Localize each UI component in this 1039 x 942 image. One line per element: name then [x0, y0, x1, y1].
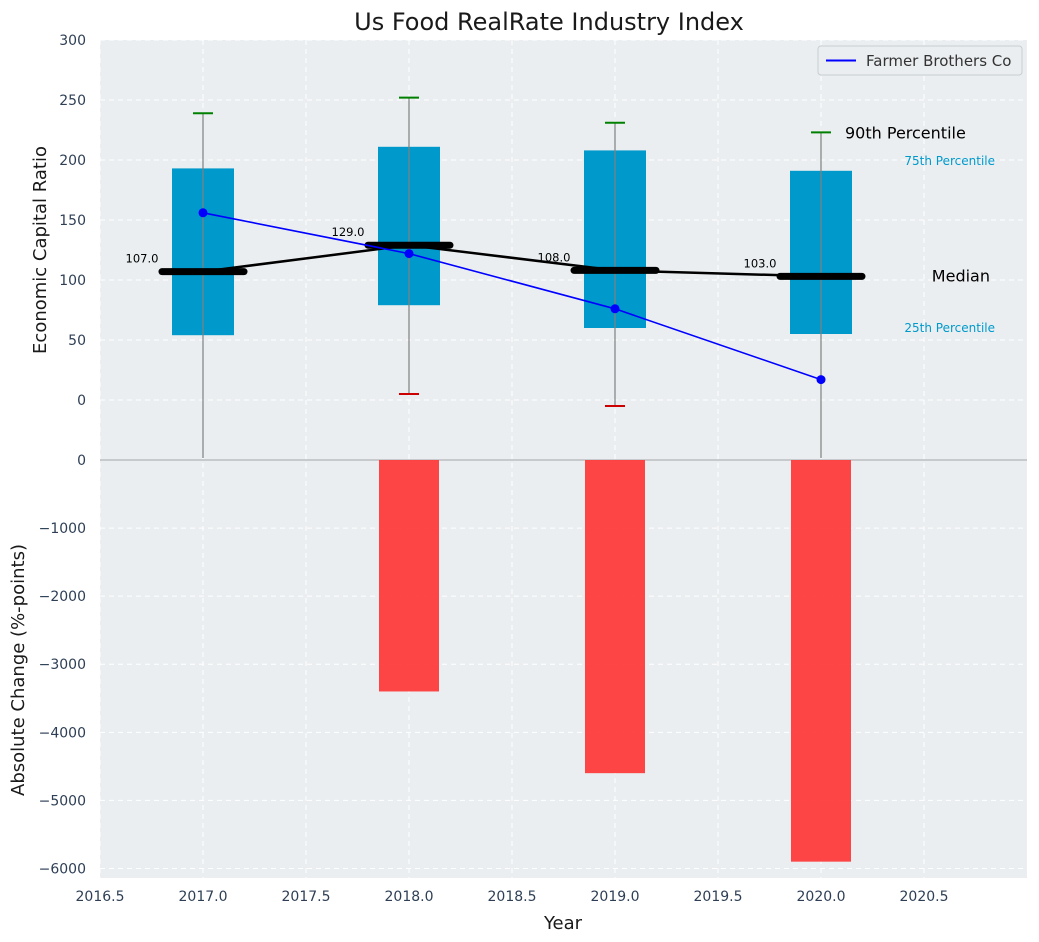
x-tick-label: 2020.0: [797, 889, 846, 905]
bottom-y-tick-label: −5000: [39, 793, 86, 809]
top-y-tick-label: 50: [68, 333, 86, 349]
change-bar: [379, 460, 439, 691]
bottom-y-tick-label: −2000: [39, 589, 86, 605]
top-y-tick-label: 200: [59, 153, 86, 169]
plot-background-bottom: [100, 460, 1027, 878]
chart-title: Us Food RealRate Industry Index: [354, 8, 744, 36]
median-value-label: 129.0: [332, 225, 365, 239]
bottom-y-axis-label: Absolute Change (%-points): [8, 544, 29, 796]
bottom-y-tick-label: −6000: [39, 861, 86, 877]
top-y-axis-label: Economic Capital Ratio: [30, 146, 51, 354]
bottom-y-tick-label: −4000: [39, 725, 86, 741]
top-y-tick-label: 150: [59, 213, 86, 229]
change-bar: [791, 460, 851, 862]
x-tick-label: 2018.0: [385, 889, 434, 905]
bottom-y-tick-label: −3000: [39, 657, 86, 673]
median-value-label: 108.0: [538, 250, 571, 264]
company-point: [817, 375, 826, 384]
bottom-y-tick-label: 0: [77, 453, 86, 469]
bottom-y-tick-label: −1000: [39, 521, 86, 537]
top-y-tick-label: 250: [59, 93, 86, 109]
x-tick-label: 2020.5: [900, 889, 949, 905]
x-tick-label: 2019.0: [591, 889, 640, 905]
company-point: [611, 304, 620, 313]
company-point: [405, 249, 414, 258]
x-tick-label: 2017.0: [179, 889, 228, 905]
x-axis-label: Year: [543, 913, 583, 934]
company-point: [199, 208, 208, 217]
top-y-tick-label: 100: [59, 273, 86, 289]
x-tick-label: 2016.5: [76, 889, 125, 905]
x-tick-label: 2018.5: [488, 889, 537, 905]
median-value-label: 107.0: [126, 252, 159, 266]
legend-label: Farmer Brothers Co: [866, 52, 1011, 70]
x-tick-label: 2019.5: [694, 889, 743, 905]
change-bar: [585, 460, 645, 773]
top-y-tick-label: 0: [77, 393, 86, 409]
legend: Farmer Brothers Co: [818, 46, 1022, 75]
annotation-90th: 90th Percentile: [845, 123, 966, 142]
x-tick-label: 2017.5: [282, 889, 331, 905]
annotation-75th: 75th Percentile: [904, 154, 995, 168]
median-value-label: 103.0: [744, 256, 777, 270]
top-y-tick-label: 300: [59, 33, 86, 49]
annotation-median: Median: [932, 266, 990, 285]
chart: 107.0 129.0 108.0 103.0 2016.5 2017.0 2017.5 2…: [0, 0, 1039, 942]
annotation-25th: 25th Percentile: [904, 321, 995, 335]
